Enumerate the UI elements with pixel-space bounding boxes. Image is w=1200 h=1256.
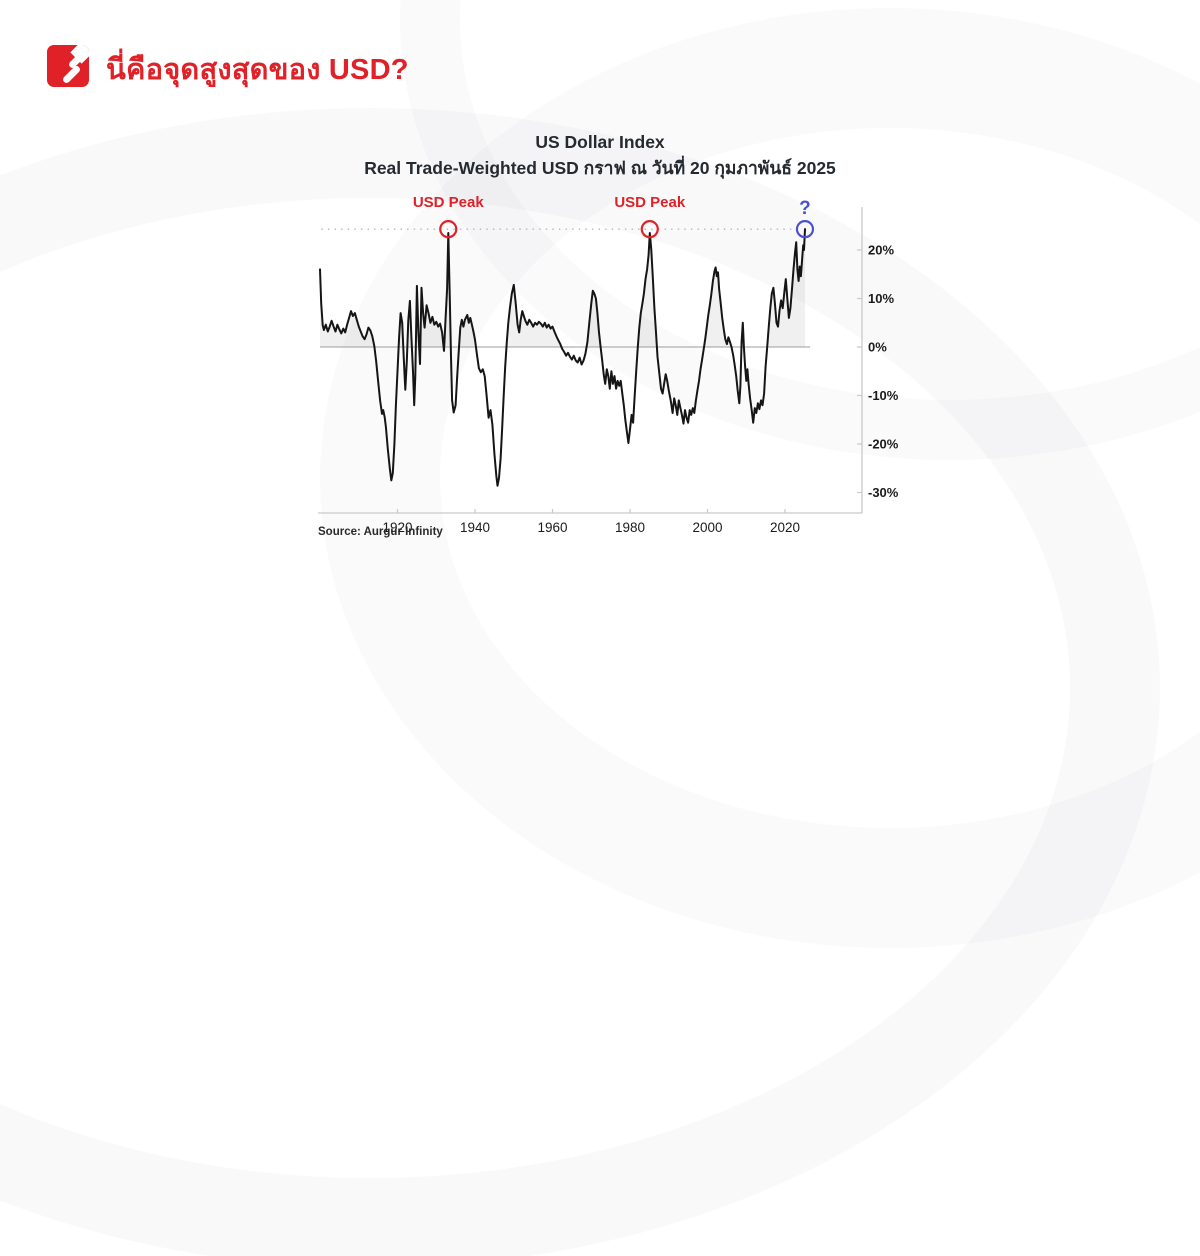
question-peak-circle	[795, 220, 815, 239]
area-fill	[320, 229, 805, 347]
usd-peak-circle	[439, 220, 458, 239]
chart-title-line1: US Dollar Index	[535, 132, 665, 152]
question-annotation: ?	[799, 198, 811, 219]
y-axis-tick-label: 0%	[868, 340, 887, 355]
x-axis-tick-label: 1940	[460, 520, 490, 535]
y-axis-tick-label: 20%	[868, 243, 894, 258]
y-axis-tick-label: 10%	[868, 291, 894, 306]
chart-title-line2: Real Trade-Weighted USD กราฟ ณ วันที่ 20…	[364, 158, 836, 178]
x-axis-tick-label: 1980	[615, 520, 645, 535]
logo-slash-bottom	[61, 64, 82, 85]
usd-series-line	[319, 228, 806, 487]
brand-logo-icon	[47, 45, 89, 87]
x-axis-tick-label: 2000	[692, 520, 722, 535]
page-title: นี่คือจุดสูงสุดของ USD?	[106, 54, 409, 86]
usd-index-chart: 20% 10% 0% -10% -20% -30% 1920 1940 1960 1980 2000…	[318, 194, 899, 535]
usd-peak-circle	[640, 220, 659, 239]
chart-title: US Dollar Index Real Trade-Weighted USD …	[150, 129, 1050, 181]
x-axis-tick-label: 1920	[382, 520, 412, 535]
x-axis-tick-label: 2020	[770, 520, 800, 535]
y-axis-tick-label: -10%	[868, 388, 899, 403]
header: นี่คือจุดสูงสุดของ USD?	[0, 0, 1200, 100]
y-axis-tick-label: -20%	[868, 437, 899, 452]
usd-peak-annotation: USD Peak	[614, 194, 686, 211]
usd-peak-annotation: USD Peak	[413, 194, 485, 211]
x-axis-tick-label: 1960	[537, 520, 567, 535]
source-label: Source: Aurgur Infinity	[318, 526, 443, 538]
y-axis-tick-label: -30%	[868, 485, 899, 500]
